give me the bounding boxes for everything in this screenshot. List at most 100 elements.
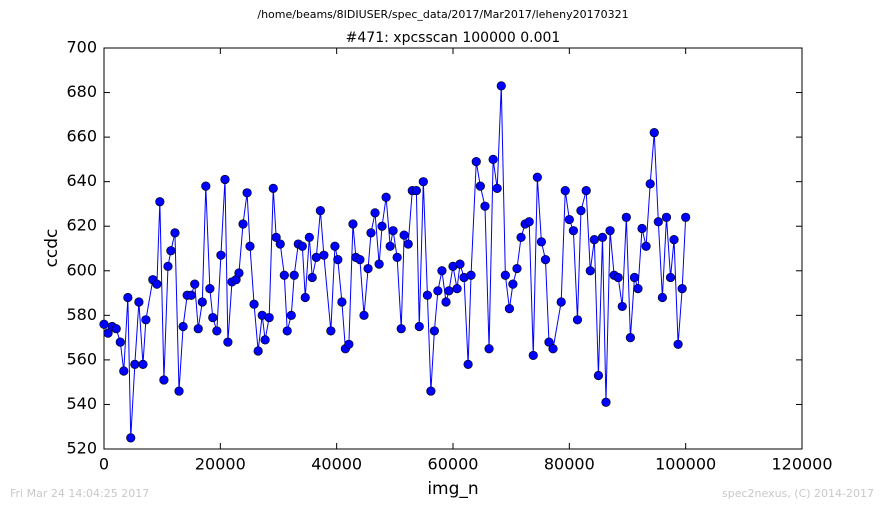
data-point: [271, 232, 281, 242]
data-point: [512, 263, 522, 274]
data-point: [208, 312, 218, 323]
data-point: [433, 286, 443, 296]
data-point: [159, 375, 169, 385]
x-tick-label: 20000: [195, 455, 246, 474]
data-point: [152, 279, 162, 289]
data-point: [326, 326, 336, 336]
data-point: [249, 299, 259, 309]
data-line: [103, 85, 687, 438]
data-point: [170, 228, 180, 238]
data-point: [516, 232, 526, 242]
data-point: [581, 185, 591, 196]
data-point: [126, 433, 136, 443]
data-point: [370, 208, 380, 218]
y-tick-label: 560: [66, 349, 97, 368]
y-tick-label: 580: [66, 305, 97, 324]
data-point: [637, 223, 647, 234]
chart-title: #471: xpcsscan 100000 0.001: [346, 30, 561, 46]
data-point: [633, 284, 643, 294]
data-point: [560, 185, 570, 196]
x-tick-label: 80000: [544, 455, 595, 474]
y-axis-label: ccdc: [42, 229, 62, 268]
y-tick-label: 640: [66, 171, 97, 190]
data-point: [300, 292, 310, 303]
data-point: [212, 326, 222, 336]
data-point: [141, 315, 151, 325]
data-point: [286, 310, 296, 320]
data-point: [528, 350, 538, 361]
data-point: [657, 292, 668, 303]
data-point: [253, 346, 263, 356]
x-tick-label: 100000: [655, 455, 716, 474]
data-point: [414, 321, 424, 332]
data-point: [455, 259, 465, 269]
data-point: [193, 324, 203, 334]
data-point: [437, 266, 447, 276]
data-point: [178, 321, 188, 332]
data-point: [307, 272, 317, 283]
data-point: [282, 326, 292, 336]
data-point: [201, 181, 211, 191]
data-point: [396, 324, 406, 334]
data-point: [669, 234, 679, 245]
data-point: [653, 217, 663, 227]
data-point: [429, 326, 439, 336]
data-point: [355, 255, 365, 265]
data-point: [242, 188, 252, 198]
data-point: [163, 261, 173, 271]
data-point: [645, 179, 655, 189]
data-point: [155, 197, 165, 207]
data-point: [466, 270, 476, 280]
data-point: [297, 241, 307, 251]
data-point: [197, 297, 207, 307]
y-tick-label: 660: [66, 127, 97, 146]
x-tick-label: 0: [99, 455, 109, 474]
data-point: [304, 232, 314, 242]
y-tick-label: 700: [66, 38, 97, 57]
data-point: [532, 172, 542, 182]
data-point: [319, 250, 329, 260]
data-point: [593, 370, 604, 381]
data-point: [589, 234, 599, 245]
x-axis-label: img_n: [427, 479, 478, 499]
data-point: [681, 212, 691, 222]
data-point: [399, 230, 409, 240]
data-point: [500, 270, 510, 280]
data-point: [99, 319, 109, 329]
data-point: [452, 284, 462, 294]
data-point: [444, 286, 454, 296]
data-point: [315, 206, 325, 216]
data-point: [238, 219, 248, 229]
data-point: [536, 237, 547, 247]
data-point: [134, 297, 144, 307]
data-point: [621, 212, 631, 222]
data-point: [264, 312, 274, 323]
data-point: [260, 335, 270, 345]
data-point: [673, 339, 683, 349]
data-point: [115, 337, 125, 347]
data-point: [403, 239, 413, 249]
data-point: [597, 232, 608, 242]
x-tick-label: 120000: [771, 455, 832, 474]
data-point: [556, 297, 566, 307]
data-point: [613, 272, 623, 283]
y-tick-label: 540: [66, 394, 97, 413]
y-tick-label: 680: [66, 82, 97, 101]
y-tick-label: 600: [66, 260, 97, 279]
data-point: [130, 359, 140, 369]
data-point: [388, 226, 398, 236]
data-point: [103, 328, 113, 338]
data-point: [475, 181, 485, 191]
data-point: [289, 270, 299, 280]
data-point: [572, 315, 583, 325]
data-point: [463, 359, 473, 369]
data-point: [564, 214, 574, 225]
data-point: [348, 219, 358, 229]
data-point: [205, 284, 215, 294]
data-point: [568, 226, 579, 236]
data-point: [374, 259, 384, 269]
data-point: [138, 359, 148, 369]
data-point: [392, 252, 402, 263]
